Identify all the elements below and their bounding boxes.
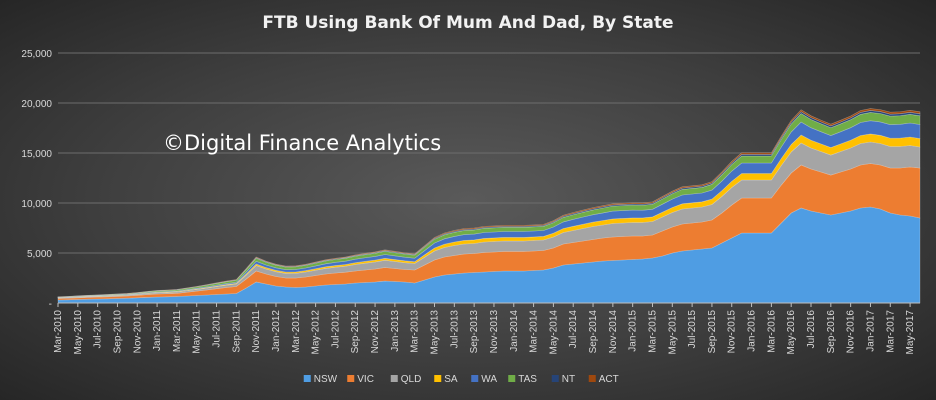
x-tick-label: Sep-2012	[350, 310, 361, 354]
legend-label: ACT	[599, 374, 619, 385]
x-tick-label: Nov-2014	[608, 310, 619, 354]
legend-item-vic: VIC	[347, 374, 374, 385]
legend-swatch	[551, 375, 559, 382]
legend-label: WA	[481, 374, 497, 385]
x-tick-label: Nov-2013	[489, 310, 500, 354]
watermark-annotation: ©Digital Finance Analytics	[163, 131, 441, 155]
y-tick-label: 5,000	[27, 249, 52, 260]
legend-label: VIC	[357, 374, 374, 385]
x-tick-label: Nov-2010	[132, 310, 143, 354]
legend-swatch	[508, 375, 516, 382]
x-tick-label: Sep-2014	[588, 310, 599, 354]
x-tick-label: May-2012	[311, 310, 322, 355]
x-tick-label: Jul-2010	[93, 310, 104, 349]
x-tick-label: Sep-2011	[231, 310, 242, 353]
x-axis: Mar-2010 May-2010 Jul-2010 Sep-2010 Nov-2010…	[53, 302, 920, 355]
x-tick-label: Jan-2012	[271, 310, 282, 352]
x-tick-label: Jan-2011	[152, 310, 163, 351]
legend-label: NSW	[314, 374, 338, 385]
legend-label: SA	[444, 374, 458, 385]
x-tick-label: Mar-2014	[529, 310, 540, 353]
legend-item-nt: NT	[551, 374, 575, 385]
legend-label: NT	[562, 374, 575, 385]
x-tick-label: Jan-2015	[628, 310, 639, 352]
legend-swatch	[303, 375, 311, 382]
legend-item-wa: WA	[471, 374, 497, 385]
x-tick-label: Mar-2013	[410, 310, 421, 353]
x-tick-label: Nov-2015	[727, 310, 738, 354]
x-tick-label: Jan-2017	[865, 310, 876, 352]
x-tick-label: Jul-2016	[806, 310, 817, 349]
legend-item-act: ACT	[588, 374, 619, 385]
legend-item-tas: TAS	[508, 374, 537, 385]
x-tick-label: May-2014	[548, 310, 559, 355]
legend-swatch	[434, 375, 442, 382]
x-tick-label: Mar-2012	[291, 310, 302, 353]
x-tick-label: Mar-2017	[885, 310, 896, 353]
x-tick-label: Sep-2013	[469, 310, 480, 354]
legend-swatch	[588, 375, 596, 382]
x-tick-label: May-2011	[192, 310, 203, 354]
x-tick-label: May-2013	[430, 310, 441, 355]
legend-swatch	[347, 375, 355, 382]
legend-item-sa: SA	[434, 374, 458, 385]
legend-label: QLD	[401, 374, 422, 385]
y-tick-label: 15,000	[21, 149, 52, 160]
legend: NSW VIC QLD SA WA TAS NT ACT	[303, 374, 619, 385]
y-tick-label: -	[49, 299, 52, 310]
x-tick-label: Mar-2011	[172, 310, 183, 352]
x-tick-label: Jan-2016	[747, 310, 758, 352]
x-tick-label: Sep-2015	[707, 310, 718, 354]
legend-swatch	[390, 375, 398, 382]
y-axis: - 5,000 10,000 15,000 20,000 25,000	[21, 49, 52, 310]
x-tick-label: Mar-2015	[647, 310, 658, 353]
x-tick-label: Mar-2010	[53, 310, 64, 353]
x-tick-label: Mar-2016	[766, 310, 777, 353]
stacked-areas	[57, 108, 921, 304]
x-tick-label: Nov-2016	[846, 310, 857, 354]
legend-item-nsw: NSW	[303, 374, 338, 385]
x-tick-label: May-2017	[905, 310, 916, 355]
x-tick-label: May-2010	[73, 310, 84, 355]
y-tick-label: 10,000	[21, 199, 52, 210]
x-tick-label: Sep-2016	[826, 310, 837, 354]
x-tick-label: May-2015	[667, 310, 678, 355]
x-tick-label: Jul-2012	[330, 310, 341, 349]
area-series-act	[57, 108, 921, 298]
chart-title: FTB Using Bank Of Mum And Dad, By State	[262, 13, 673, 33]
x-tick-label: May-2016	[786, 310, 797, 355]
legend-label: TAS	[518, 374, 537, 385]
x-tick-label: Sep-2010	[112, 310, 123, 354]
x-tick-label: Jul-2014	[568, 310, 579, 349]
x-tick-label: Jul-2011	[212, 310, 223, 348]
x-tick-label: Jan-2013	[390, 310, 401, 352]
y-tick-label: 20,000	[21, 99, 52, 110]
legend-swatch	[471, 375, 479, 382]
legend-item-qld: QLD	[390, 374, 422, 385]
x-tick-label: Jul-2015	[687, 310, 698, 349]
y-tick-label: 25,000	[21, 49, 52, 60]
x-tick-label: Nov-2012	[370, 310, 381, 354]
x-tick-label: Jan-2014	[509, 310, 520, 352]
x-tick-label: Jul-2013	[449, 310, 460, 349]
x-tick-label: Nov-2011	[251, 310, 262, 353]
